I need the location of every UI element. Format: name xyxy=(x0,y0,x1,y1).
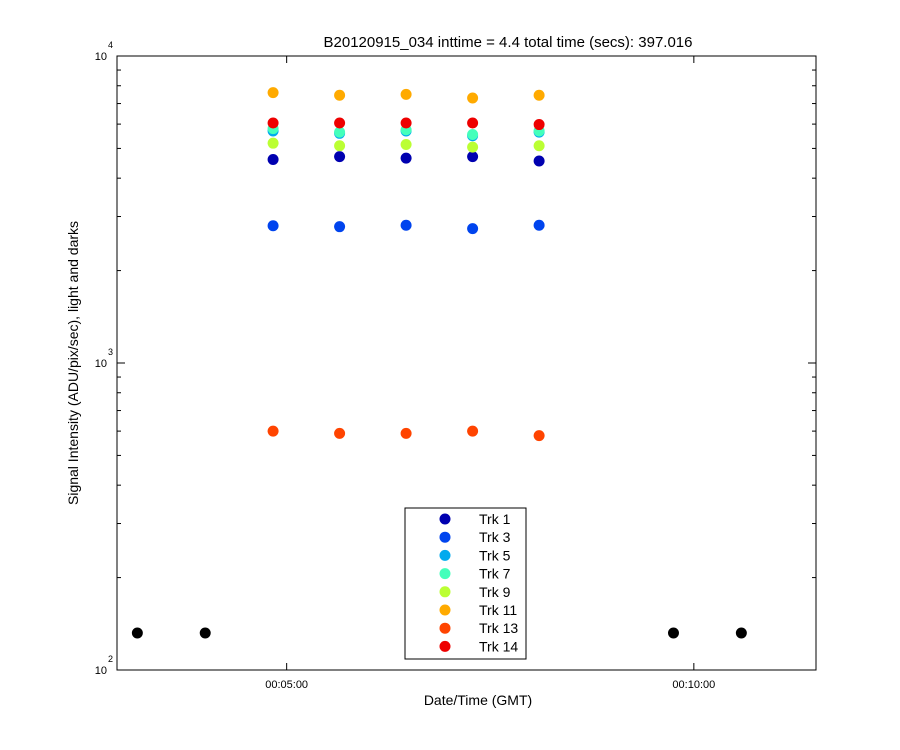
data-point xyxy=(400,88,412,100)
x-tick-label: 00:10:00 xyxy=(672,679,715,691)
data-point xyxy=(267,220,279,232)
data-point xyxy=(334,221,346,233)
data-point xyxy=(400,138,412,150)
data-point xyxy=(400,117,412,129)
data-point xyxy=(334,151,346,163)
data-point xyxy=(334,117,346,129)
y-tick-exponent: 4 xyxy=(108,40,113,50)
data-point xyxy=(533,219,545,231)
data-point xyxy=(533,89,545,101)
data-point xyxy=(467,141,479,153)
legend-label: Trk 7 xyxy=(479,566,511,582)
data-point xyxy=(533,155,545,167)
axis-ticks xyxy=(117,55,816,671)
dark-point xyxy=(131,627,143,639)
y-axis-label: Signal Intensity (ADU/pix/sec), light an… xyxy=(65,221,81,505)
y-tick-exponent: 2 xyxy=(108,654,113,664)
data-point xyxy=(267,137,279,149)
dark-point xyxy=(667,627,679,639)
legend-label: Trk 1 xyxy=(479,511,511,527)
y-tick-label: 10 xyxy=(95,51,107,63)
y-tick-label: 10 xyxy=(95,665,107,677)
data-point xyxy=(533,140,545,152)
x-axis-label: Date/Time (GMT) xyxy=(424,692,532,708)
y-tick-exponent: 3 xyxy=(108,347,113,357)
legend-label: Trk 13 xyxy=(479,620,518,636)
data-point xyxy=(467,129,479,141)
legend-marker xyxy=(439,568,451,580)
data-point xyxy=(467,425,479,437)
legend-marker xyxy=(439,604,451,616)
data-point xyxy=(533,119,545,131)
data-point xyxy=(267,87,279,99)
data-point xyxy=(467,223,479,235)
dark-point xyxy=(735,627,747,639)
data-point xyxy=(334,126,346,138)
legend: Trk 1 Trk 3 Trk 5 Trk 7 Trk 9 Trk 11 Trk 13 Trk… xyxy=(404,507,527,660)
data-point xyxy=(267,425,279,437)
data-point xyxy=(467,117,479,129)
legend-marker xyxy=(439,622,451,634)
data-point xyxy=(267,154,279,166)
data-point xyxy=(400,427,412,439)
dark-point xyxy=(199,627,211,639)
data-point xyxy=(334,140,346,152)
legend-label: Trk 14 xyxy=(479,638,518,654)
legend-marker xyxy=(439,549,451,561)
data-point xyxy=(267,117,279,129)
legend-label: Trk 11 xyxy=(479,602,517,618)
data-point xyxy=(400,219,412,231)
legend-label: Trk 9 xyxy=(479,584,511,600)
legend-marker xyxy=(439,531,451,543)
data-point xyxy=(334,427,346,439)
legend-box xyxy=(404,507,527,660)
legend-marker xyxy=(439,586,451,598)
legend-marker xyxy=(439,640,451,652)
legend-marker xyxy=(439,513,451,525)
data-points xyxy=(131,87,747,639)
legend-label: Trk 3 xyxy=(479,529,511,545)
data-point xyxy=(467,151,479,163)
x-tick-label: 00:05:00 xyxy=(265,679,308,691)
data-point xyxy=(334,89,346,101)
legend-label: Trk 5 xyxy=(479,547,511,563)
data-point xyxy=(400,152,412,164)
chart-title: B20120915_034 inttime = 4.4 total time (… xyxy=(324,34,693,51)
data-point xyxy=(467,92,479,104)
y-tick-label: 10 xyxy=(95,358,107,370)
data-point xyxy=(533,430,545,442)
